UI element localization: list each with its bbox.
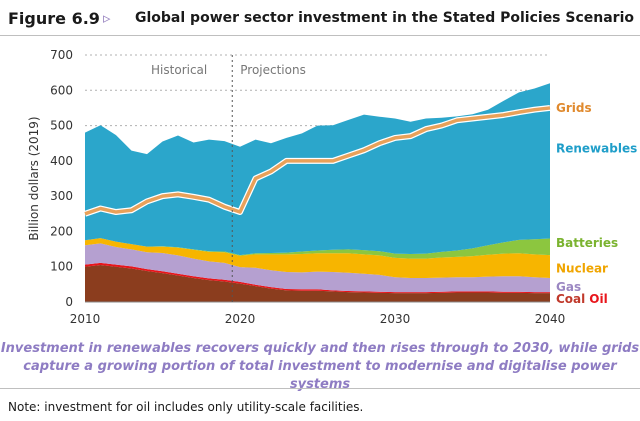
y-tick-label: 200 — [50, 224, 73, 238]
y-axis-label: Billion dollars (2019) — [27, 116, 41, 240]
figure-header: Figure 6.9 ▹ Global power sector investm… — [0, 0, 640, 36]
figure-caption: Investment in renewables recovers quickl… — [0, 340, 640, 394]
label-batteries: Batteries — [556, 236, 618, 250]
x-tick-label: 2010 — [70, 312, 101, 326]
area-gas — [85, 243, 550, 293]
y-tick-label: 100 — [50, 260, 73, 274]
axis-layer: 0 100 200 300 400 500 600 700 Historical Projecti… — [27, 48, 565, 326]
label-oil: Oil — [589, 292, 607, 306]
header-divider — [0, 35, 640, 36]
y-tick-label: 0 — [65, 295, 73, 309]
figure-arrow-icon: ▹ — [103, 9, 111, 27]
area-nuclear — [85, 238, 550, 279]
figure-title: Global power sector investment in the St… — [135, 10, 635, 26]
footnote: Note: investment for oil includes only u… — [8, 400, 364, 414]
label-nuclear: Nuclear — [556, 262, 608, 276]
y-tick-label: 300 — [50, 189, 73, 203]
investment-chart: 0 100 200 300 400 500 600 700 Historical Projecti… — [27, 48, 637, 326]
projections-label: Projections — [240, 63, 306, 77]
label-renewables: Renewables — [556, 141, 637, 155]
x-tick-label: 2030 — [380, 312, 411, 326]
figure-label: Figure 6.9 — [8, 9, 100, 28]
y-tick-label: 500 — [50, 119, 73, 133]
y-tick-label: 400 — [50, 154, 73, 168]
x-tick-label: 2040 — [535, 312, 566, 326]
label-grids: Grids — [556, 101, 592, 115]
x-tick-label: 2020 — [225, 312, 256, 326]
y-tick-label: 700 — [50, 48, 73, 62]
area-renewables — [85, 83, 550, 256]
historical-label: Historical — [151, 63, 207, 77]
label-coal-oil: Coal Oil — [556, 292, 608, 306]
label-gas: Gas — [556, 280, 581, 294]
y-tick-label: 600 — [50, 83, 73, 97]
area-coal — [85, 264, 550, 302]
label-coal: Coal — [556, 292, 585, 306]
grids-line — [84, 106, 551, 216]
caption-divider — [0, 388, 640, 389]
caption-line-1: Investment in renewables recovers quickl… — [0, 341, 640, 356]
grids-line-layer — [84, 104, 551, 217]
area-batteries — [85, 238, 550, 259]
